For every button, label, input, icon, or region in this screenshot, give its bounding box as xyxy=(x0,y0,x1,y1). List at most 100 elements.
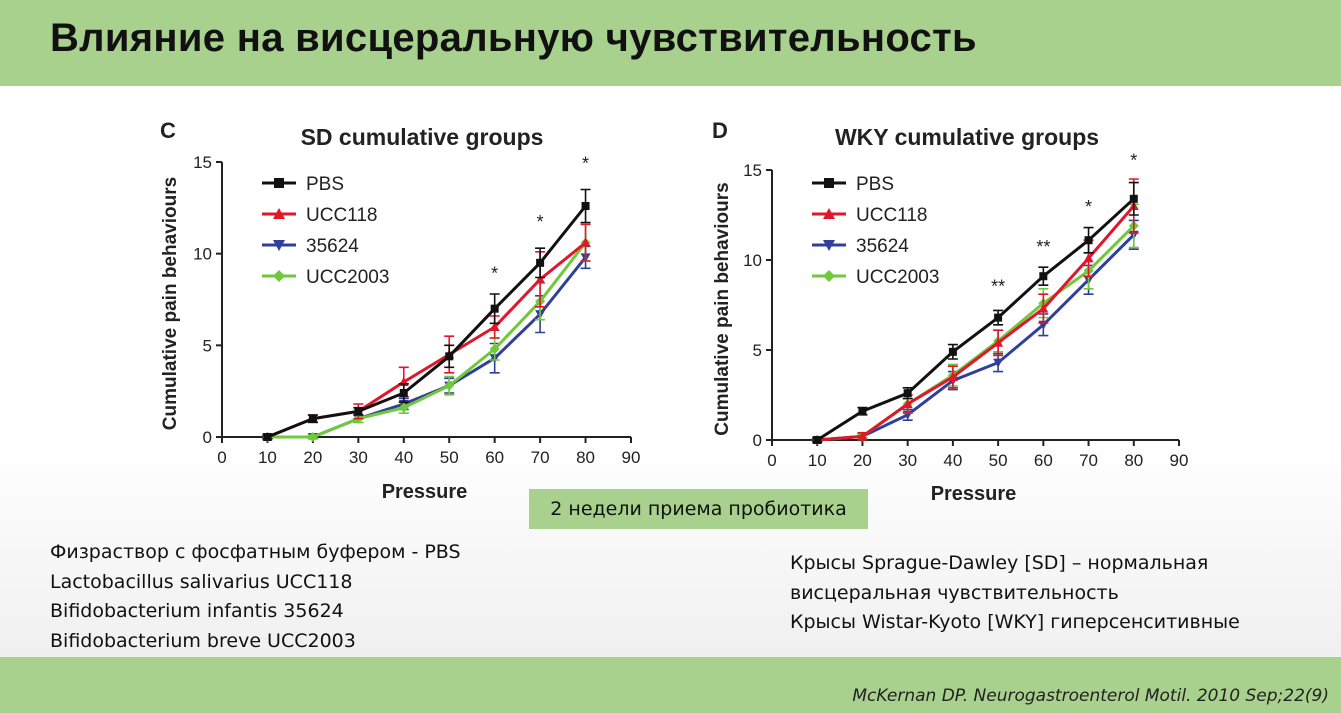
significance-marker: * xyxy=(491,263,498,283)
x-tick-label: 70 xyxy=(1079,451,1098,470)
legend-entry: UCC2003 xyxy=(262,267,389,288)
x-axis-label: Pressure xyxy=(382,481,468,503)
y-tick-label: 10 xyxy=(193,245,212,264)
legend-marker xyxy=(824,178,834,188)
x-tick-label: 70 xyxy=(531,448,550,467)
series-line xyxy=(816,197,1135,442)
y-tick-label: 5 xyxy=(203,336,212,355)
legend-label: PBS xyxy=(856,174,894,195)
data-point xyxy=(994,313,1003,322)
citation: McKernan DP. Neurogastroenterol Motil. 2… xyxy=(852,686,1329,706)
note-ucc118: Lactobacillus salivarius UCC118 xyxy=(50,570,353,593)
x-tick-label: 80 xyxy=(576,448,595,467)
x-tick-label: 30 xyxy=(898,451,917,470)
data-point xyxy=(354,407,363,416)
x-tick-label: 60 xyxy=(485,448,504,467)
legend-label: 35624 xyxy=(306,236,359,257)
data-point xyxy=(993,337,1004,347)
panel-label: D xyxy=(712,118,728,143)
legend-label: UCC118 xyxy=(856,205,927,226)
data-point xyxy=(1038,303,1049,313)
y-tick-label: 15 xyxy=(193,153,212,172)
panel-label: C xyxy=(160,118,176,143)
data-point xyxy=(1039,272,1048,281)
x-tick-label: 50 xyxy=(440,448,459,467)
y-tick-label: 0 xyxy=(753,431,762,450)
data-point xyxy=(445,352,454,361)
legend-marker xyxy=(273,240,285,251)
significance-marker: * xyxy=(537,212,544,232)
x-tick-label: 0 xyxy=(767,451,776,470)
data-point xyxy=(947,372,958,381)
data-point xyxy=(858,407,867,416)
note-ucc2003: Bifidobacterium breve UCC2003 xyxy=(50,629,356,652)
series-line xyxy=(267,241,587,439)
page-title: Влияние на висцеральную чувствительность xyxy=(50,16,977,60)
x-tick-label: 0 xyxy=(217,448,226,467)
y-tick-label: 0 xyxy=(203,428,212,447)
data-point xyxy=(902,399,913,408)
legend-marker xyxy=(823,270,835,282)
note-sd-2: висцеральная чувствительность xyxy=(790,581,1119,604)
chart-title: SD cumulative groups xyxy=(301,124,544,150)
significance-marker: * xyxy=(582,153,589,173)
data-point xyxy=(399,389,408,397)
legend-label: PBS xyxy=(306,174,344,195)
data-point xyxy=(307,432,318,442)
x-tick-label: 60 xyxy=(1034,451,1053,470)
legend-label: UCC2003 xyxy=(306,267,389,288)
x-tick-label: 10 xyxy=(808,451,827,470)
title-bar: Влияние на висцеральную чувствительность xyxy=(0,0,1341,86)
note-pbs: Физраствор с фосфатным буфером - PBS xyxy=(50,541,461,563)
note-wky: Крысы Wistar-Kyoto [WKY] гиперсенситивны… xyxy=(790,611,1240,633)
significance-marker: ** xyxy=(1036,237,1050,257)
chart-panel-d: D WKY cumulative groups 0 5 10 15 0 10 20 30 40 50 6… xyxy=(712,118,1188,505)
chart-title: WKY cumulative groups xyxy=(835,124,1099,150)
note-35624: Bifidobacterium infantis 35624 xyxy=(50,600,344,622)
x-tick-label: 90 xyxy=(1170,451,1189,470)
data-point xyxy=(857,431,868,441)
x-tick-label: 20 xyxy=(303,448,322,467)
x-tick-label: 80 xyxy=(1124,451,1143,470)
legend-entry: 35624 xyxy=(262,236,359,257)
y-axis-label: Cumulative pain behaviours xyxy=(712,182,733,435)
data-point xyxy=(489,344,500,354)
legend-entry: PBS xyxy=(262,174,344,195)
strain-legend-notes: Физраствор с фосфатным буфером - PBS Lac… xyxy=(50,538,461,656)
x-axis-label: Pressure xyxy=(931,483,1017,505)
significance-marker: * xyxy=(1085,197,1092,217)
legend-entry: UCC2003 xyxy=(812,267,939,288)
series-pbs xyxy=(262,188,591,441)
data-point xyxy=(536,258,545,267)
note-sd-1: Крысы Sprague-Dawley [SD] – нормальная xyxy=(790,552,1209,574)
legend-label: UCC2003 xyxy=(856,267,939,288)
data-point xyxy=(490,304,499,313)
y-axis-label: Cumulative pain behaviours xyxy=(160,177,181,430)
y-tick-label: 10 xyxy=(743,251,762,270)
y-tick-label: 5 xyxy=(753,341,762,360)
data-point xyxy=(535,274,546,284)
x-tick-label: 20 xyxy=(853,451,872,470)
data-point xyxy=(580,237,591,247)
significance-marker: ** xyxy=(991,276,1005,296)
data-point xyxy=(263,433,272,441)
data-point xyxy=(813,436,822,444)
legend-entry: 35624 xyxy=(812,236,909,257)
x-tick-label: 90 xyxy=(622,448,641,467)
legend-entry: PBS xyxy=(812,174,894,195)
x-tick-label: 30 xyxy=(349,448,368,467)
y-tick-label: 15 xyxy=(743,161,762,180)
chart-panel-c: C SD cumulative groups 0 5 10 15 0 10 20 30 40 50 60… xyxy=(160,118,640,503)
x-tick-label: 10 xyxy=(258,448,277,467)
data-point xyxy=(1129,194,1138,203)
x-tick-label: 40 xyxy=(943,451,962,470)
data-point xyxy=(308,414,317,423)
series-line xyxy=(817,205,1135,442)
legend-marker xyxy=(274,178,284,188)
legend-marker xyxy=(823,240,835,251)
x-tick-label: 40 xyxy=(394,448,413,467)
legend-entry: UCC118 xyxy=(812,205,927,226)
legend-entry: UCC118 xyxy=(262,205,377,226)
series-pbs xyxy=(812,181,1139,444)
